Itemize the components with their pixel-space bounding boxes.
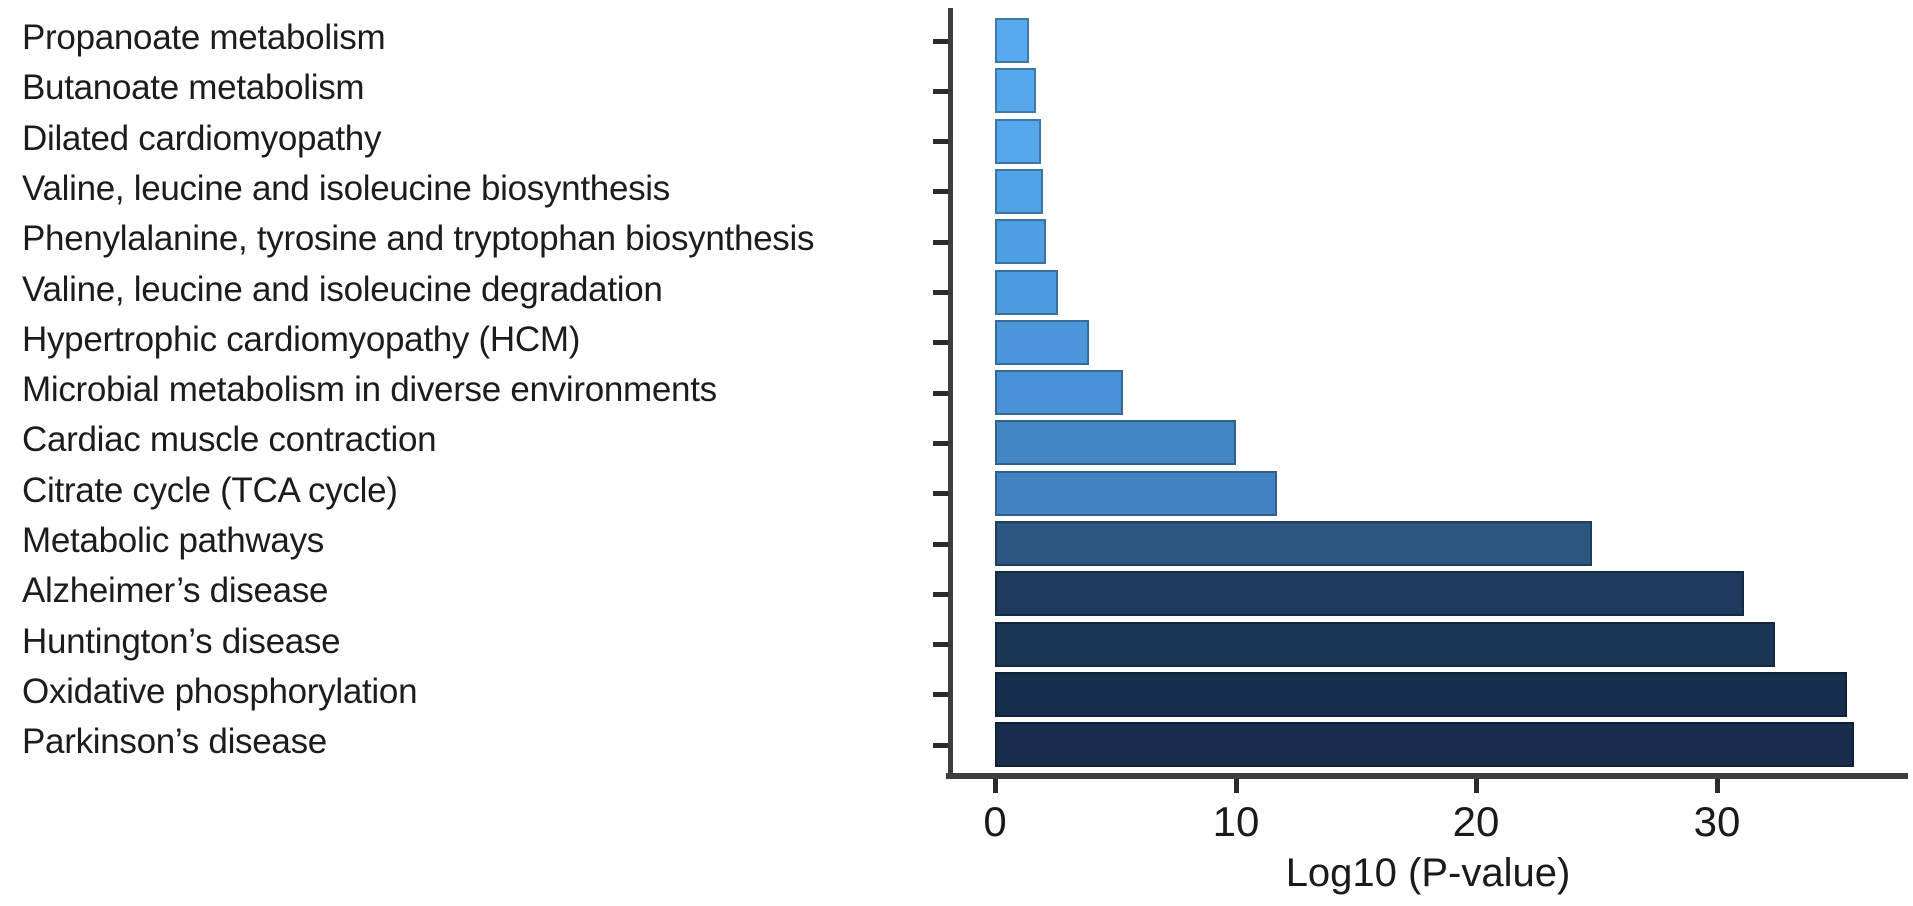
x-axis-tick	[993, 779, 998, 793]
y-axis-tick	[933, 692, 948, 697]
y-axis-tick	[933, 89, 948, 94]
category-label: Parkinson’s disease	[22, 722, 327, 762]
y-axis-tick	[933, 491, 948, 496]
bar	[995, 370, 1123, 416]
y-axis-tick	[933, 592, 948, 597]
x-axis-title: Log10 (P-value)	[1285, 851, 1571, 895]
y-axis-tick	[933, 441, 948, 446]
bar	[995, 319, 1089, 365]
bar	[995, 671, 1847, 717]
category-label: Cardiac muscle contraction	[22, 420, 437, 460]
bar	[995, 420, 1236, 466]
bar	[995, 722, 1854, 768]
category-label: Microbial metabolism in diverse environm…	[22, 370, 717, 410]
bar	[995, 68, 1036, 114]
bar	[995, 219, 1046, 265]
category-label: Butanoate metabolism	[22, 68, 365, 108]
x-axis-tick	[1715, 779, 1720, 793]
x-axis-tick-label: 20	[1452, 798, 1500, 845]
x-axis-line	[946, 773, 1908, 779]
bar	[995, 470, 1277, 516]
y-axis-line	[948, 8, 953, 779]
category-label: Citrate cycle (TCA cycle)	[22, 470, 398, 510]
category-label: Propanoate metabolism	[22, 18, 386, 57]
bar	[995, 168, 1043, 214]
y-axis-tick	[933, 139, 948, 144]
x-axis-tick	[1234, 779, 1239, 793]
bar	[995, 521, 1592, 566]
bar	[995, 18, 1029, 63]
y-axis-tick	[933, 642, 948, 647]
category-label: Huntington’s disease	[22, 621, 341, 661]
y-axis-tick	[933, 340, 948, 345]
x-axis-tick-label: 30	[1693, 798, 1741, 845]
category-label: Valine, leucine and isoleucine degradati…	[22, 269, 663, 309]
category-label: Hypertrophic cardiomyopathy (HCM)	[22, 319, 581, 359]
x-axis-tick-label: 0	[983, 798, 1007, 845]
x-axis-tick-label: 10	[1212, 798, 1260, 845]
category-label: Metabolic pathways	[22, 521, 324, 560]
category-label: Oxidative phosphorylation	[22, 671, 418, 711]
category-label: Phenylalanine, tyrosine and tryptophan b…	[22, 219, 815, 259]
x-axis-tick	[1474, 779, 1479, 793]
y-axis-tick	[933, 240, 948, 245]
y-axis-tick	[933, 189, 948, 194]
category-label: Alzheimer’s disease	[22, 571, 329, 611]
y-axis-tick	[933, 290, 948, 295]
bar	[995, 118, 1041, 164]
y-axis-tick	[933, 542, 948, 547]
bar	[995, 571, 1744, 617]
category-label: Valine, leucine and isoleucine biosynthe…	[22, 168, 670, 208]
y-axis-tick	[933, 39, 948, 44]
y-axis-tick	[933, 743, 948, 748]
bar	[995, 621, 1775, 667]
category-label: Dilated cardiomyopathy	[22, 118, 382, 158]
bar	[995, 269, 1058, 315]
y-axis-tick	[933, 391, 948, 396]
